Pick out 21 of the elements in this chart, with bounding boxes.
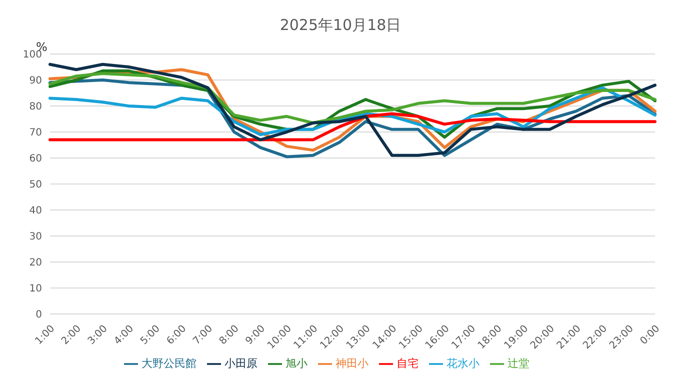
line-series [48, 72, 656, 124]
y-tick-label: 100 [22, 50, 42, 61]
y-tick-label: 0 [36, 310, 42, 321]
line-series [48, 112, 656, 142]
y-tick-label: 90 [29, 76, 42, 87]
legend-label: 辻堂 [508, 357, 530, 370]
y-tick-label: 20 [29, 258, 42, 269]
y-tick-label: 70 [29, 128, 42, 139]
legend-label: 神田小 [336, 357, 368, 370]
legend-label: 大野公民館 [142, 357, 196, 370]
y-tick-label: 10 [29, 284, 42, 295]
legend-label: 小田原 [224, 357, 258, 370]
y-tick-label: 60 [29, 154, 42, 165]
y-tick-label: 80 [29, 102, 42, 113]
legend-label: 花水小 [446, 357, 480, 370]
y-tick-label: 30 [29, 232, 42, 243]
y-tick-label: 50 [29, 180, 42, 191]
legend-label: 旭小 [286, 357, 308, 370]
y-tick-label: 40 [29, 206, 42, 217]
chart-title: 2025年10月18日 [278, 15, 402, 36]
legend-label: 自宅 [396, 357, 418, 370]
